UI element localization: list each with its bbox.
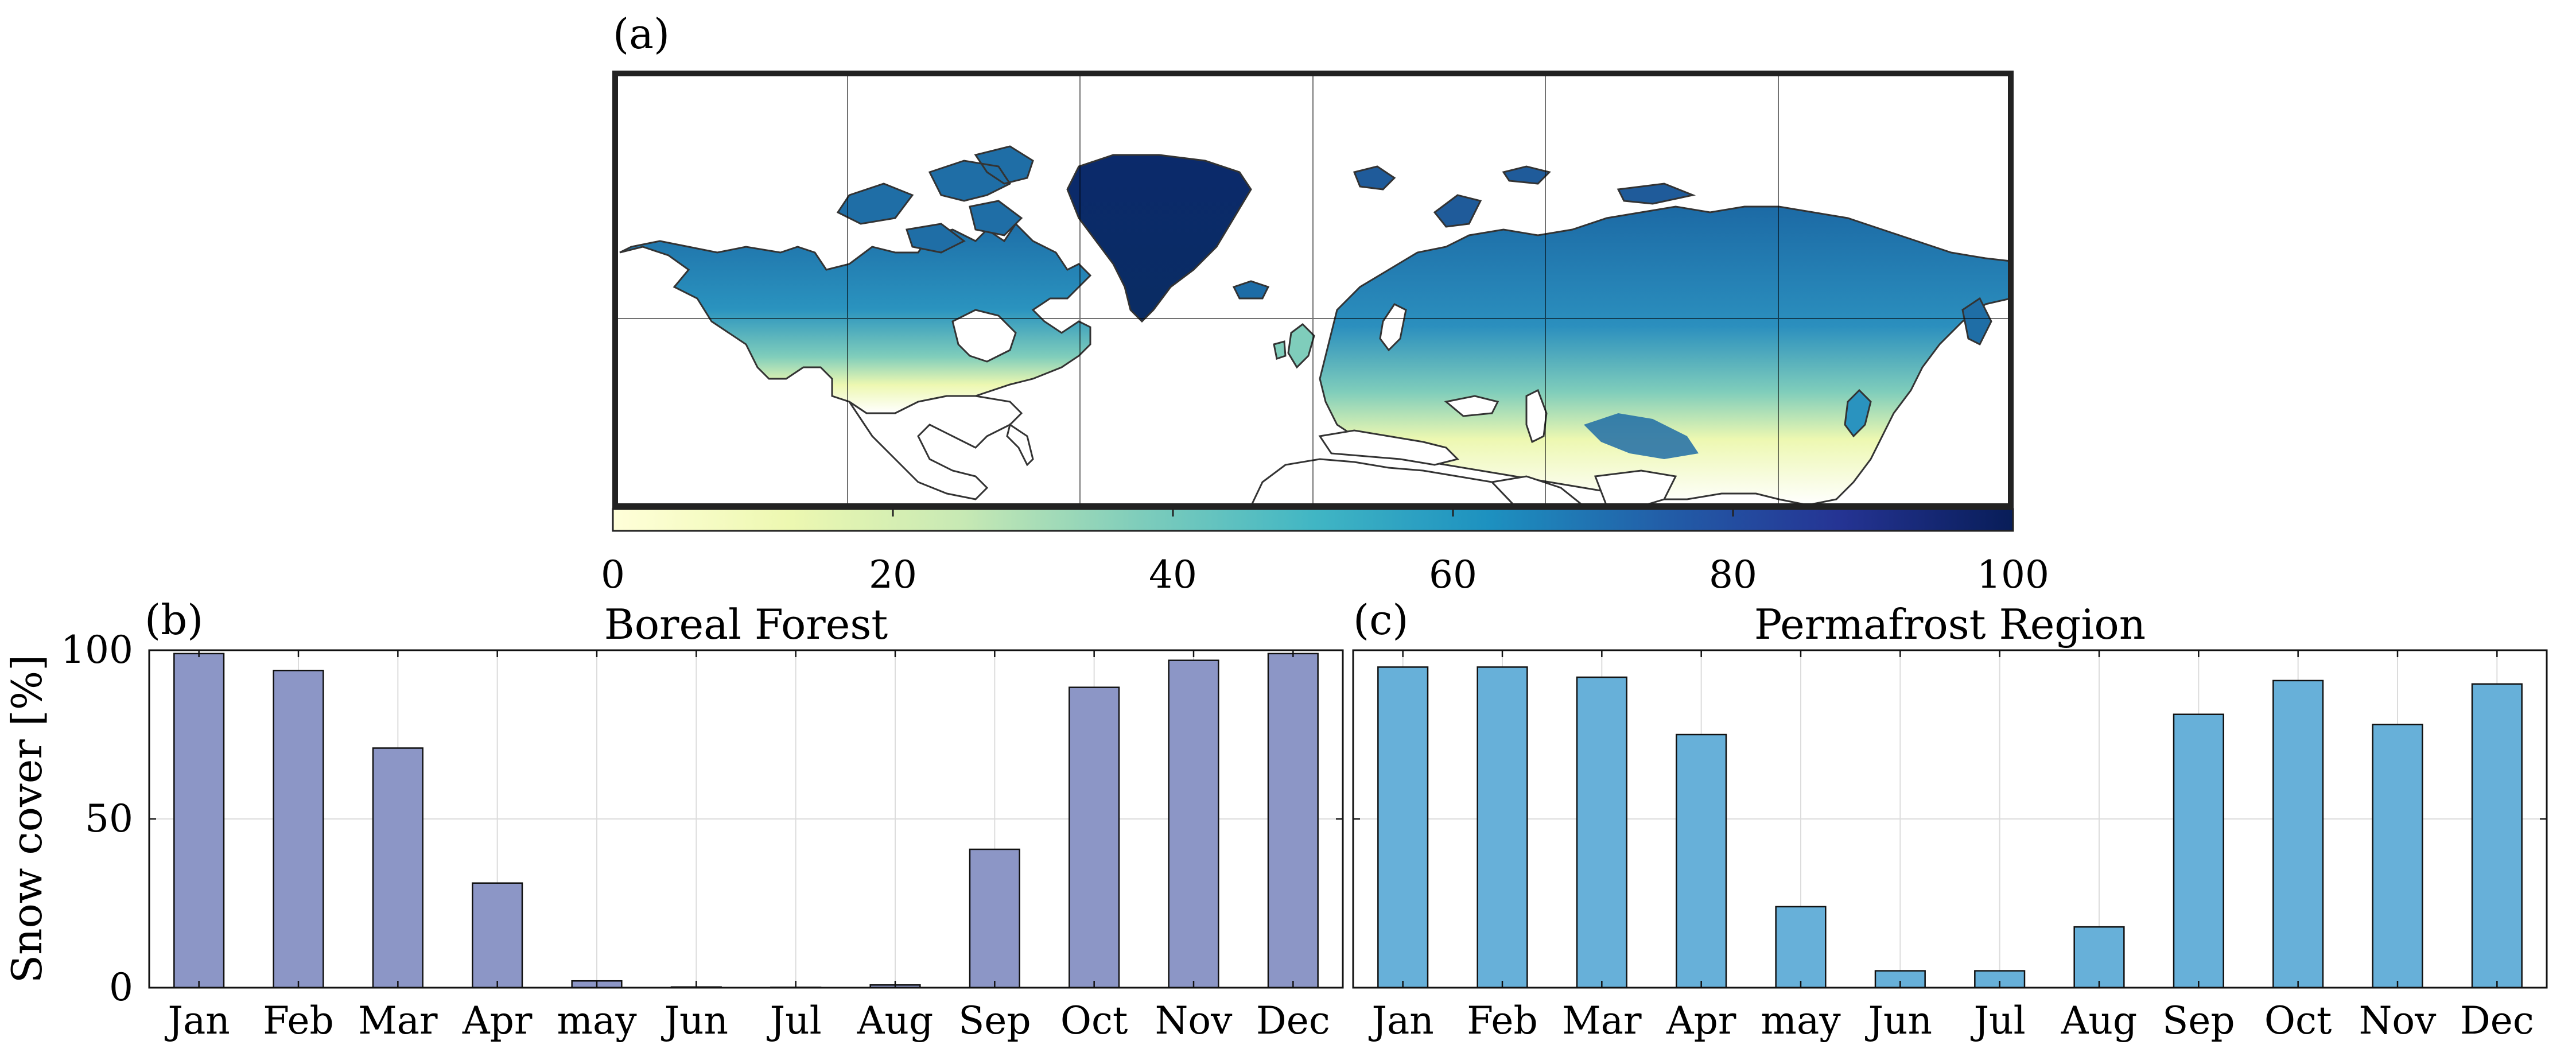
x-tick-label: Jun [1865, 999, 1932, 1043]
bar-apr [1676, 733, 1727, 989]
x-tick-label: Jul [1971, 999, 2026, 1043]
colorbar-tick-label: 0 [601, 553, 625, 597]
snow-cover-map [615, 73, 2011, 506]
x-tick-label: may [557, 999, 637, 1043]
eurasia-landmass [1319, 205, 2011, 506]
x-tick-label: Apr [1666, 999, 1736, 1043]
colorbar [612, 508, 2014, 532]
panel-b: (b) Jan Feb Mar Apr may Jun Jul Aug Sep Oct Nov Dec… [3, 596, 1344, 1043]
x-tick-label: Jul [767, 999, 822, 1043]
arctic-islands [836, 145, 1034, 254]
bar-nov [2372, 724, 2423, 989]
x-tick-label: Mar [358, 999, 438, 1043]
y-tick-label: 100 [61, 628, 133, 672]
japan [1844, 389, 1872, 438]
svalbard [1353, 165, 1396, 191]
caspian-sea [1525, 389, 1548, 444]
x-tick-label: Jun [661, 999, 728, 1043]
x-tick-label: Jan [165, 999, 230, 1043]
x-tick-label: Oct [2264, 999, 2332, 1043]
panel-a: (a) [601, 10, 2049, 597]
panel-a-label: (a) [613, 10, 670, 58]
bar-nov [1168, 659, 1219, 989]
bar-jan [173, 653, 225, 989]
panel-b-label: (b) [145, 596, 203, 644]
map-graticule [615, 73, 2011, 506]
boreal-forest-chart: Jan Feb Mar Apr may Jun Jul Aug Sep Oct Nov Dec 0 50 1… [3, 600, 1344, 1043]
iceland [1232, 280, 1270, 300]
baltic-sea [1379, 303, 1407, 352]
bar-jul [1974, 970, 2026, 989]
bar-oct [1069, 686, 1120, 989]
bar-aug [2073, 926, 2125, 989]
bar-mar [372, 747, 423, 989]
colorbar-tick-label: 40 [1149, 553, 1197, 597]
chart-title: Permafrost Region [1754, 600, 2146, 649]
panel-c-label: (c) [1353, 596, 1409, 644]
bar-feb [273, 670, 324, 989]
arabia-outline [1490, 475, 1586, 506]
x-tick-label: Feb [1467, 999, 1538, 1043]
y-tick-label: 0 [109, 965, 133, 1009]
panel-c: (c) Jan Feb Mar Apr may Jun Jul Aug Sep Oct Nov Dec… [1352, 596, 2548, 1043]
y-axis-label: Snow cover [%] [3, 655, 51, 983]
x-tick-label: Nov [2359, 999, 2437, 1043]
bar-may [1775, 906, 1827, 989]
x-tick-label: Feb [263, 999, 334, 1043]
british-isles [1273, 323, 1315, 369]
x-tick-label: Aug [857, 999, 933, 1043]
x-tick-label: Nov [1155, 999, 1233, 1043]
x-tick-label: Apr [462, 999, 533, 1043]
india-outline [1594, 469, 1677, 506]
mexico-outline [848, 395, 1023, 500]
bar-oct [2272, 679, 2324, 989]
bar-feb [1477, 666, 1528, 989]
y-tick-label: 50 [85, 797, 133, 841]
x-tick-label: Dec [2460, 999, 2534, 1043]
bar-dec [2471, 683, 2523, 989]
x-tick-label: Sep [958, 999, 1031, 1043]
bar-apr [472, 882, 523, 989]
map-frame [612, 71, 2014, 509]
kamchatka [1961, 297, 1992, 346]
x-tick-label: Sep [2162, 999, 2235, 1043]
mediterranean-sea [1318, 429, 1459, 466]
tibet-plateau [1584, 413, 1699, 459]
x-tick-label: Mar [1562, 999, 1642, 1043]
x-tick-label: Aug [2061, 999, 2137, 1043]
russian-arctic-islands [1433, 165, 1696, 228]
greenland-landmass [1066, 154, 1252, 323]
florida-outline [1006, 423, 1034, 467]
x-tick-label: Oct [1060, 999, 1128, 1043]
x-tick-label: Dec [1256, 999, 1330, 1043]
colorbar-tick-label: 100 [1977, 553, 2049, 597]
permafrost-region-chart: Jan Feb Mar Apr may Jun Jul Aug Sep Oct Nov Dec Perm… [1352, 600, 2548, 1043]
colorbar-tick-label: 20 [869, 553, 917, 597]
black-sea [1444, 395, 1499, 417]
bar-mar [1576, 676, 1627, 989]
x-tick-label: may [1761, 999, 1841, 1043]
bar-jan [1377, 666, 1429, 989]
bar-dec [1267, 653, 1319, 989]
colorbar-tick-label: 80 [1709, 553, 1757, 597]
bar-sep [2173, 713, 2224, 989]
bar-sep [969, 848, 1020, 989]
colorbar-tick-label: 60 [1429, 553, 1477, 597]
x-tick-label: Jan [1369, 999, 1434, 1043]
chart-title: Boreal Forest [604, 600, 888, 649]
hudson-bay [951, 309, 1017, 363]
colorbar-ticks: 0 20 40 60 80 100 [601, 509, 2049, 597]
